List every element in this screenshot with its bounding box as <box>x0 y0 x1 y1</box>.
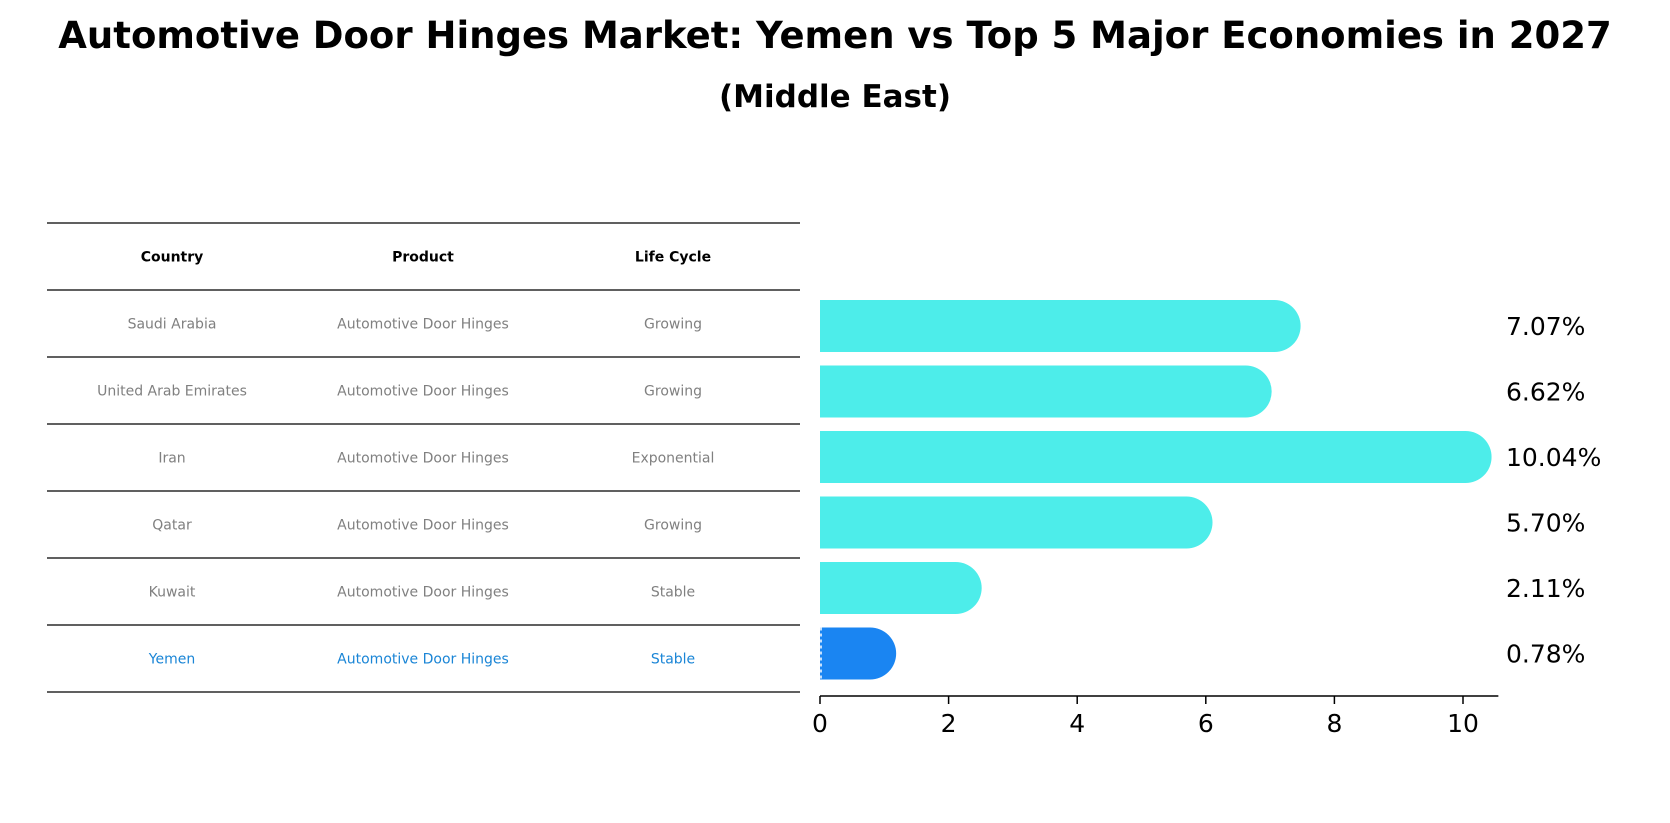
header-country: Country <box>141 250 204 266</box>
bar-qatar <box>820 496 1213 549</box>
cell-product: Automotive Door Hinges <box>337 652 509 668</box>
cell-country: Saudi Arabia <box>128 317 217 333</box>
bar-value-label: 7.07% <box>1506 312 1585 341</box>
cell-country: Yemen <box>148 652 195 668</box>
cell-product: Automotive Door Hinges <box>337 585 509 601</box>
bar-yemen <box>820 627 897 680</box>
x-tick-label: 4 <box>1069 709 1085 738</box>
cell-country: Iran <box>158 451 185 467</box>
bar-united-arab-emirates <box>820 365 1272 418</box>
bar-iran <box>820 431 1492 483</box>
bar-kuwait <box>820 562 982 614</box>
chart-subtitle: (Middle East) <box>718 79 951 115</box>
cell-product: Automotive Door Hinges <box>337 384 509 400</box>
cell-life-cycle: Growing <box>644 518 702 534</box>
bar-value-label: 5.70% <box>1506 509 1585 538</box>
cell-life-cycle: Growing <box>644 384 702 400</box>
cell-life-cycle: Stable <box>651 652 695 668</box>
bar-value-label: 0.78% <box>1506 640 1585 669</box>
data-table: Country Product Life Cycle Saudi Arabia Auto… <box>47 222 800 693</box>
header-life-cycle: Life Cycle <box>635 250 711 266</box>
cell-product: Automotive Door Hinges <box>337 518 509 534</box>
cell-product: Automotive Door Hinges <box>337 451 509 467</box>
bar-value-label: 2.11% <box>1506 574 1585 603</box>
x-tick-label: 10 <box>1447 709 1479 738</box>
bar-value-label: 10.04% <box>1506 443 1601 472</box>
x-tick-label: 8 <box>1326 709 1342 738</box>
x-tick-label: 6 <box>1198 709 1214 738</box>
cell-life-cycle: Exponential <box>632 451 715 467</box>
cell-country: Kuwait <box>149 585 196 601</box>
chart-title: Automotive Door Hinges Market: Yemen vs … <box>58 14 1612 57</box>
cell-life-cycle: Growing <box>644 317 702 333</box>
bar-saudi-arabia <box>820 300 1301 352</box>
bar-value-label: 6.62% <box>1506 378 1585 407</box>
x-tick-label: 2 <box>941 709 957 738</box>
x-tick-label: 0 <box>812 709 828 738</box>
cell-country: United Arab Emirates <box>97 384 247 400</box>
cell-country: Qatar <box>152 518 192 534</box>
cell-product: Automotive Door Hinges <box>337 317 509 333</box>
bar-series: 7.07% 6.62% 10.04% 5.70% 2.11% 0.78% <box>820 300 1601 680</box>
header-product: Product <box>392 250 454 266</box>
x-axis: 0 2 4 6 8 10 <box>812 695 1499 738</box>
cell-life-cycle: Stable <box>651 585 695 601</box>
